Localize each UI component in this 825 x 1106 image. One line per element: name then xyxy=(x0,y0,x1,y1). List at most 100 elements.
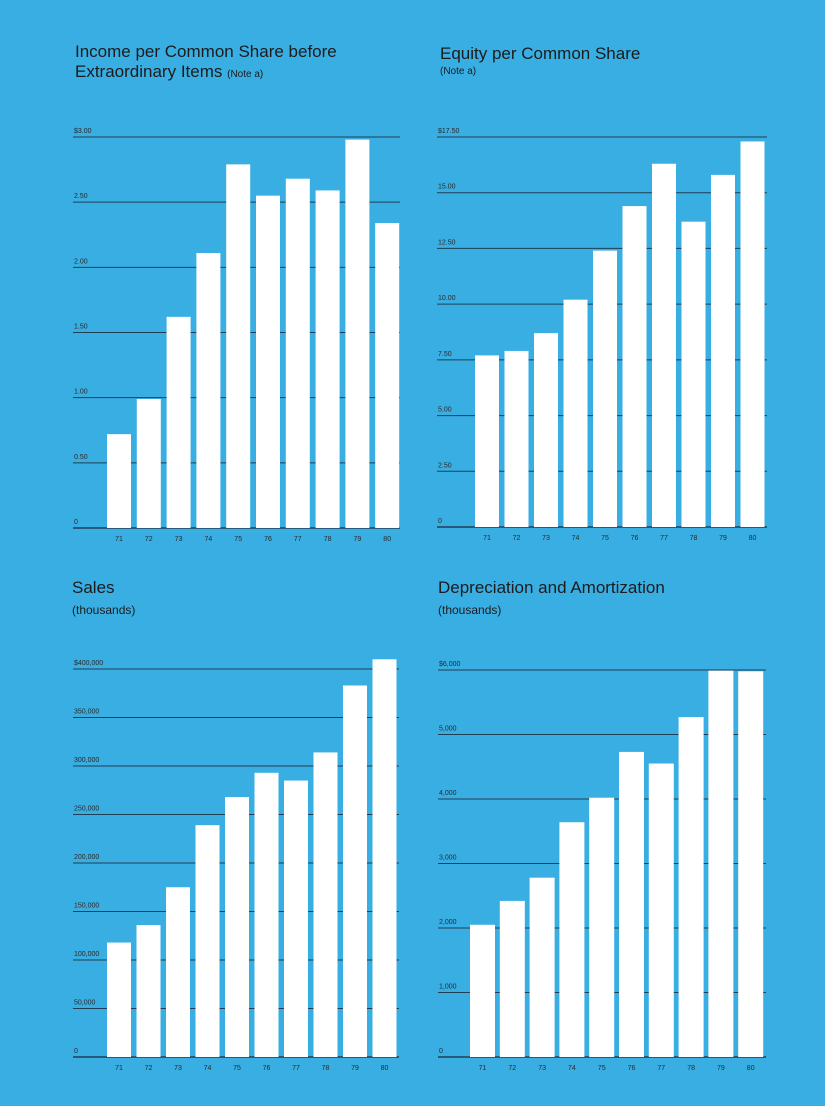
y-tick-label: 0 xyxy=(74,519,78,526)
y-tick-label: 1.50 xyxy=(74,324,88,331)
x-tick-label: 78 xyxy=(324,536,332,543)
bar-71 xyxy=(475,355,499,527)
bar-76 xyxy=(622,206,647,527)
chart-subtitle: (thousands) xyxy=(438,603,502,617)
chart-title-line1: Income per Common Share before xyxy=(75,42,337,61)
bar-73 xyxy=(534,333,558,527)
x-tick-label: 79 xyxy=(717,1065,725,1072)
bar-78 xyxy=(678,717,704,1057)
chart-title-line1: Equity per Common Share xyxy=(440,44,641,63)
bar-71 xyxy=(107,942,131,1057)
y-tick-label: 0.50 xyxy=(74,454,88,461)
x-tick-label: 73 xyxy=(175,536,183,543)
y-tick-label: 150,000 xyxy=(74,903,99,910)
bar-77 xyxy=(285,178,310,528)
x-tick-label: 77 xyxy=(657,1065,665,1072)
bar-77 xyxy=(648,763,674,1057)
x-tick-label: 80 xyxy=(749,535,757,542)
bar-80 xyxy=(738,671,764,1057)
bar-76 xyxy=(256,195,280,528)
bar-80 xyxy=(740,141,765,527)
y-tick-label: 2,000 xyxy=(439,919,457,926)
bar-75 xyxy=(226,164,251,528)
x-tick-label: 72 xyxy=(145,1065,153,1072)
y-tick-label: 5.00 xyxy=(438,407,452,414)
bar-79 xyxy=(708,670,734,1057)
x-tick-label: 71 xyxy=(483,535,491,542)
y-tick-label: 2.50 xyxy=(438,462,452,469)
y-tick-label: 4,000 xyxy=(439,790,457,797)
y-tick-label: 0 xyxy=(439,1048,443,1055)
bar-72 xyxy=(504,350,529,527)
bar-76 xyxy=(254,772,279,1057)
chart-title-sales: Sales xyxy=(72,578,115,598)
x-tick-label: 74 xyxy=(568,1065,576,1072)
x-tick-label: 76 xyxy=(631,535,639,542)
chart-title-line2: Extraordinary Items (Note a) xyxy=(75,62,337,85)
x-tick-label: 80 xyxy=(747,1065,755,1072)
x-tick-label: 73 xyxy=(538,1065,546,1072)
x-tick-label: 73 xyxy=(174,1065,182,1072)
bar-73 xyxy=(529,877,555,1057)
income-bar-chart: 0 0.50 1.00 1.50 2.00 2.50 $3.00 71 72 73 74 75 76 77… xyxy=(73,128,400,543)
bar-78 xyxy=(681,221,706,527)
chart-subtitle: (Note a) xyxy=(440,66,477,77)
chart-title-depreciation: Depreciation and Amortization xyxy=(438,578,665,598)
x-tick-label: 78 xyxy=(322,1065,330,1072)
y-tick-label: 1.00 xyxy=(74,389,88,396)
x-tick-label: 79 xyxy=(354,536,362,543)
bar-73 xyxy=(166,887,190,1057)
x-tick-label: 72 xyxy=(513,535,521,542)
bar-79 xyxy=(711,174,735,527)
x-tick-label: 71 xyxy=(115,536,123,543)
y-tick-label: 7.50 xyxy=(438,351,452,358)
chart-title-line1: Depreciation and Amortization xyxy=(438,578,665,597)
y-tick-label: $17.50 xyxy=(438,128,460,135)
x-tick-label: 75 xyxy=(234,536,242,543)
bar-72 xyxy=(136,925,161,1057)
x-tick-label: 74 xyxy=(205,536,213,543)
bar-74 xyxy=(559,822,585,1057)
x-tick-label: 77 xyxy=(660,535,668,542)
y-tick-label: 2.50 xyxy=(74,193,88,200)
y-tick-label: 200,000 xyxy=(74,854,99,861)
bar-74 xyxy=(563,299,588,527)
x-tick-label: 76 xyxy=(263,1065,271,1072)
y-tick-label: 5,000 xyxy=(439,726,457,733)
x-tick-label: 80 xyxy=(381,1065,389,1072)
y-tick-label: 1,000 xyxy=(439,984,457,991)
x-tick-label: 80 xyxy=(383,536,391,543)
x-tick-label: 75 xyxy=(598,1065,606,1072)
x-tick-label: 77 xyxy=(294,536,302,543)
chart-title-income: Income per Common Share before Extraordi… xyxy=(75,42,337,85)
y-tick-label: 3,000 xyxy=(439,855,457,862)
bar-76 xyxy=(619,751,644,1057)
y-tick-label: 100,000 xyxy=(74,951,99,958)
chart-subtitle: (thousands) xyxy=(72,603,136,617)
bar-73 xyxy=(166,316,191,528)
x-tick-label: 74 xyxy=(572,535,580,542)
y-tick-label: 0 xyxy=(74,1048,78,1055)
y-tick-label: $400,000 xyxy=(74,660,103,667)
y-tick-label: 50,000 xyxy=(74,1000,96,1007)
chart-title-line2-text: Extraordinary Items xyxy=(75,62,223,81)
bar-75 xyxy=(225,797,249,1057)
y-tick-label: 350,000 xyxy=(74,709,99,716)
bar-75 xyxy=(589,797,615,1057)
x-tick-label: 71 xyxy=(115,1065,123,1072)
bar-77 xyxy=(652,163,676,527)
bar-78 xyxy=(313,752,338,1057)
x-tick-label: 74 xyxy=(204,1065,212,1072)
y-tick-label: 0 xyxy=(438,518,442,525)
x-tick-label: 79 xyxy=(719,535,727,542)
bar-80 xyxy=(372,659,397,1057)
x-tick-label: 78 xyxy=(690,535,698,542)
y-tick-label: 10.00 xyxy=(438,295,456,302)
x-tick-label: 71 xyxy=(479,1065,487,1072)
y-tick-label: 2.00 xyxy=(74,258,88,265)
chart-title-line1: Sales xyxy=(72,578,115,597)
x-tick-label: 72 xyxy=(145,536,153,543)
x-tick-label: 79 xyxy=(351,1065,359,1072)
x-tick-label: 77 xyxy=(292,1065,300,1072)
x-tick-label: 75 xyxy=(601,535,609,542)
